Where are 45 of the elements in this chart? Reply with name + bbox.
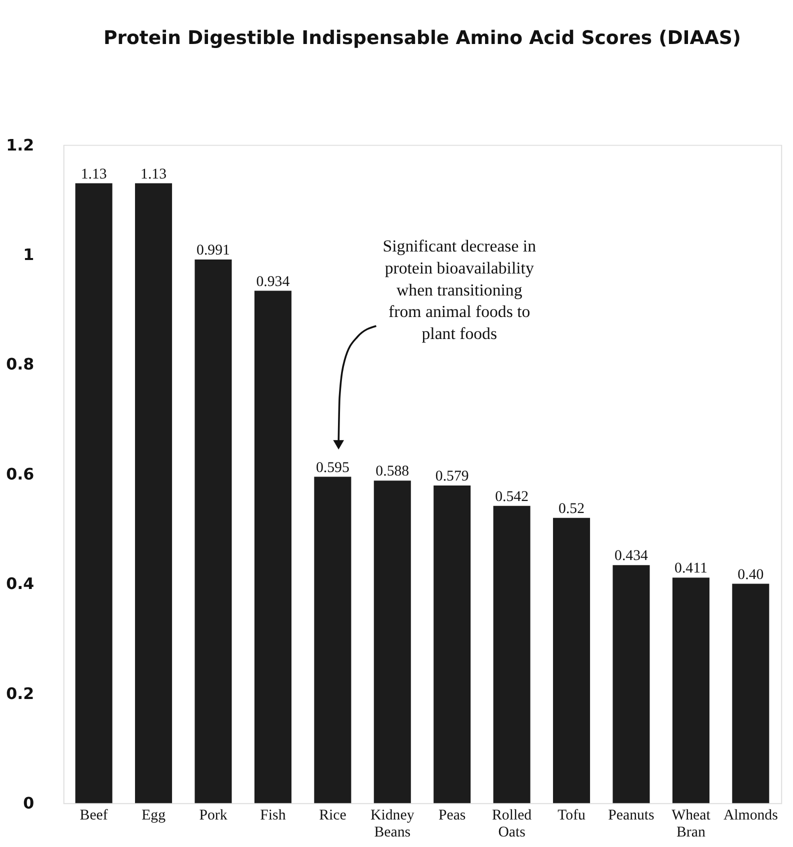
data-label: 0.934 bbox=[256, 274, 290, 290]
data-label: 0.52 bbox=[558, 500, 585, 517]
y-tick-label: 0 bbox=[23, 794, 34, 813]
x-tick-label: Rolled Oats bbox=[492, 808, 532, 840]
y-tick-label: 0.6 bbox=[6, 464, 34, 484]
data-label: 0.991 bbox=[196, 242, 230, 259]
x-tick-label: Almonds bbox=[723, 808, 778, 824]
data-label: 0.40 bbox=[738, 566, 764, 583]
data-label: 0.588 bbox=[376, 464, 410, 480]
data-label: 0.595 bbox=[316, 460, 350, 476]
bar bbox=[553, 518, 590, 804]
annotation: Significant decrease in protein bioavailability when transitioning from animal foods to plant foods bbox=[382, 236, 537, 343]
y-tick-label: 0.8 bbox=[6, 354, 34, 374]
data-label: 0.542 bbox=[495, 488, 529, 505]
chart-title: Protein Digestible Indispensable Amino Acid Scores (DIAAS) bbox=[103, 28, 742, 49]
y-tick-label: 0.2 bbox=[6, 684, 34, 703]
bar bbox=[612, 565, 650, 804]
x-tick-label: Tofu bbox=[558, 808, 586, 824]
x-tick-label: Rice bbox=[319, 808, 347, 824]
bar bbox=[434, 486, 471, 804]
y-tick-label: 1 bbox=[23, 244, 34, 264]
bar bbox=[732, 584, 770, 804]
data-label: 1.13 bbox=[140, 166, 167, 182]
x-tick-label: Beef bbox=[80, 808, 108, 824]
x-tick-label: Wheat Bran bbox=[672, 808, 712, 840]
bar bbox=[75, 183, 112, 804]
data-label: 1.13 bbox=[80, 166, 107, 182]
bar bbox=[135, 183, 172, 804]
x-tick-label: Peanuts bbox=[608, 808, 655, 824]
y-tick-label: 0.4 bbox=[6, 574, 34, 594]
x-tick-label: Pork bbox=[199, 808, 228, 824]
bar bbox=[194, 259, 232, 804]
bar bbox=[314, 476, 352, 804]
bar bbox=[672, 578, 710, 804]
x-tick-label: Egg bbox=[142, 808, 166, 824]
data-label: 0.411 bbox=[674, 560, 708, 577]
data-label: 0.579 bbox=[435, 468, 469, 485]
bar bbox=[374, 480, 411, 804]
x-tick-label: Fish bbox=[260, 808, 286, 824]
x-tick-label: Peas bbox=[438, 808, 466, 824]
bar bbox=[493, 506, 530, 804]
data-label: 0.434 bbox=[614, 548, 649, 564]
y-tick-label: 1.2 bbox=[6, 135, 34, 154]
x-tick-label: Kidney Beans bbox=[370, 808, 415, 840]
bar bbox=[254, 290, 292, 804]
